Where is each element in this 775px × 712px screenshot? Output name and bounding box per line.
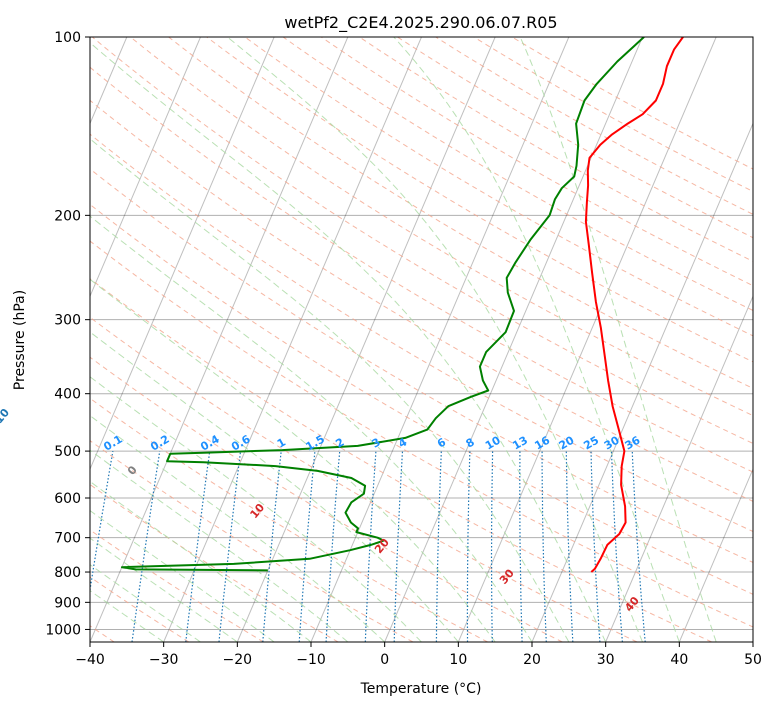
x-tick-label: 20 <box>523 652 541 668</box>
x-tick-label: −30 <box>149 652 179 668</box>
x-tick-label: −40 <box>75 652 105 668</box>
chart-title: wetPf2_C2E4.2025.290.06.07.R05 <box>284 13 557 33</box>
x-tick-label: −20 <box>223 652 253 668</box>
x-tick-label: 40 <box>670 652 688 668</box>
y-tick-label: 300 <box>54 313 81 329</box>
y-tick-label: 600 <box>54 491 81 507</box>
y-tick-label: 1000 <box>45 622 81 638</box>
x-tick-label: 50 <box>744 652 762 668</box>
y-tick-label: 100 <box>54 30 81 46</box>
y-tick-label: 400 <box>54 387 81 403</box>
x-tick-label: 30 <box>597 652 615 668</box>
x-axis-label: Temperature (°C) <box>360 681 482 697</box>
x-tick-label: −10 <box>296 652 326 668</box>
x-tick-label: 0 <box>380 652 389 668</box>
y-tick-label: 500 <box>54 444 81 460</box>
y-tick-label: 700 <box>54 531 81 547</box>
y-tick-label: 900 <box>54 595 81 611</box>
y-tick-label: 800 <box>54 565 81 581</box>
y-axis-label: Pressure (hPa) <box>12 290 28 390</box>
y-tick-label: 200 <box>54 208 81 224</box>
x-tick-label: 10 <box>449 652 467 668</box>
